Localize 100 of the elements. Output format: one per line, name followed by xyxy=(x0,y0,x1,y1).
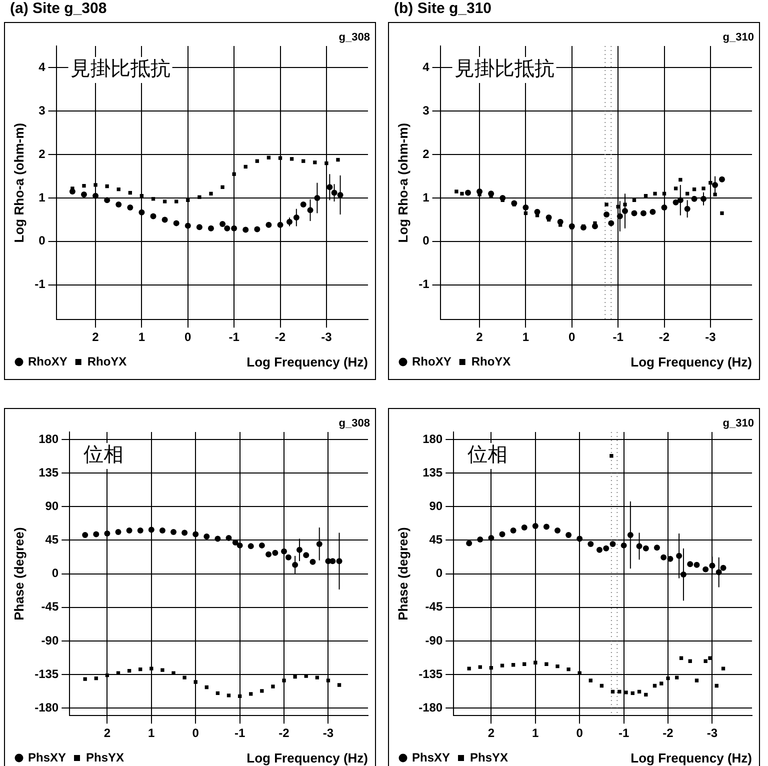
point xyxy=(632,198,636,202)
point xyxy=(630,691,634,696)
x-tick-label: 0 xyxy=(184,330,192,344)
point xyxy=(138,209,145,216)
point xyxy=(209,192,213,196)
point xyxy=(303,552,310,558)
y-tick-label: -135 xyxy=(34,666,59,681)
x-tick-label: 0 xyxy=(568,330,576,344)
y-tick-label: -180 xyxy=(34,700,59,714)
point xyxy=(138,667,142,672)
point xyxy=(326,678,330,682)
legend-label: PhsYX xyxy=(470,750,508,764)
y-tick-label: -135 xyxy=(418,666,443,681)
point xyxy=(290,157,294,161)
point xyxy=(173,220,180,226)
y-tick-label: 180 xyxy=(422,432,443,446)
point xyxy=(216,691,220,696)
point xyxy=(293,674,297,679)
point xyxy=(642,545,649,552)
point xyxy=(661,204,668,211)
point xyxy=(194,680,198,684)
x-tick-label: 1 xyxy=(532,726,540,740)
x-tick-label: 2 xyxy=(104,726,111,740)
y-tick-label: 45 xyxy=(45,532,59,547)
y-tick-label: -1 xyxy=(34,277,46,292)
point xyxy=(662,192,666,196)
point xyxy=(162,200,167,204)
y-tick-label: 2 xyxy=(38,146,46,161)
point xyxy=(137,528,144,534)
point xyxy=(604,202,608,206)
y-tick-label: -90 xyxy=(425,633,443,648)
point xyxy=(196,224,202,230)
point xyxy=(226,694,231,698)
point xyxy=(236,542,243,548)
point xyxy=(610,454,614,458)
point xyxy=(198,195,202,199)
point xyxy=(94,183,98,187)
point xyxy=(313,160,317,164)
point xyxy=(660,554,667,560)
point xyxy=(596,546,602,553)
point xyxy=(637,690,642,694)
point xyxy=(534,660,538,664)
point xyxy=(660,682,664,686)
point xyxy=(708,180,712,185)
point xyxy=(653,192,657,196)
point xyxy=(500,664,504,668)
point xyxy=(244,164,248,169)
y-tick-label: 1 xyxy=(38,190,46,204)
point xyxy=(104,197,110,204)
point xyxy=(478,665,482,669)
y-tick-label: 3 xyxy=(422,103,430,118)
annotation: 見掛比抵抗 xyxy=(70,56,170,80)
y-tick-label: 135 xyxy=(38,465,59,480)
point xyxy=(713,192,717,196)
point xyxy=(224,225,230,232)
point xyxy=(282,678,286,682)
point xyxy=(708,656,712,660)
y-tick-label: 0 xyxy=(38,234,46,248)
point xyxy=(337,683,342,687)
point xyxy=(242,226,249,233)
point xyxy=(654,544,660,551)
point xyxy=(477,536,484,542)
point xyxy=(93,531,100,538)
point xyxy=(510,528,516,534)
y-tick-label: 3 xyxy=(38,103,46,118)
point xyxy=(499,531,506,538)
x-tick-label: -2 xyxy=(658,330,670,344)
y-tick-label: 135 xyxy=(422,465,443,480)
text: g_308 xyxy=(338,418,370,430)
y-axis-title: Phase (degree) xyxy=(11,527,26,620)
point xyxy=(576,536,583,542)
x-tick-label: 1 xyxy=(148,726,156,740)
legend-label: PhsXY xyxy=(28,750,66,764)
point xyxy=(600,684,604,688)
point xyxy=(214,536,221,542)
point xyxy=(678,178,682,182)
chart-title: (a) Site g_308 xyxy=(10,0,107,17)
point xyxy=(566,532,572,538)
point xyxy=(140,194,144,198)
x-tick-label: -2 xyxy=(274,330,286,344)
point xyxy=(204,685,208,690)
point xyxy=(702,186,706,190)
point xyxy=(278,156,282,160)
y-tick-label: 0 xyxy=(52,566,59,580)
point xyxy=(258,542,265,548)
point xyxy=(232,172,236,176)
legend-label: RhoYX xyxy=(87,354,127,368)
point xyxy=(255,159,259,163)
point xyxy=(162,216,168,223)
point xyxy=(266,551,272,558)
legend-label: RhoYX xyxy=(471,354,511,368)
legend-label: RhoXY xyxy=(412,354,452,368)
point xyxy=(524,211,528,216)
point xyxy=(588,678,592,682)
point xyxy=(554,528,560,534)
point xyxy=(174,200,178,204)
point xyxy=(220,221,226,228)
x-tick-label: 0 xyxy=(192,726,200,740)
point xyxy=(721,666,726,670)
point xyxy=(640,210,646,216)
